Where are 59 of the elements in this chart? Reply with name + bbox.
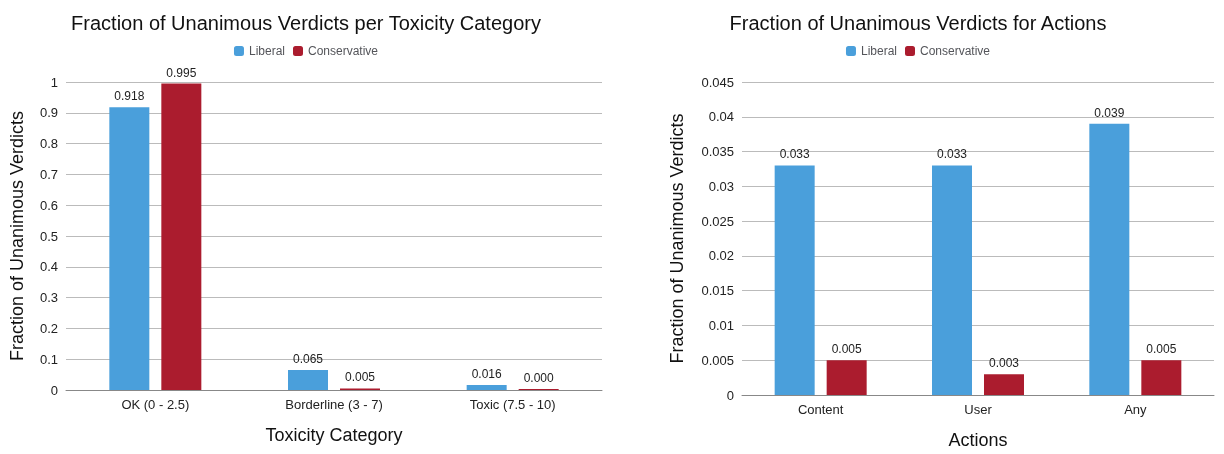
y-tick-label: 0.005 <box>701 352 734 368</box>
y-axis-title: Fraction of Unanimous Verdicts <box>667 113 687 364</box>
y-tick-label: 0.1 <box>39 351 58 367</box>
y-tick-label: 0.025 <box>701 213 734 229</box>
y-tick-label: 0.01 <box>708 317 734 333</box>
bar <box>1141 360 1182 395</box>
data-label: 0.005 <box>1146 342 1177 357</box>
y-tick-label: 0.5 <box>39 228 58 244</box>
data-label: 0.033 <box>936 147 968 162</box>
y-tick-label: 0.8 <box>39 136 58 152</box>
x-axis-title: Actions <box>948 430 1008 450</box>
y-tick-label: 0.015 <box>701 283 734 299</box>
legend-label: Liberal <box>860 44 897 58</box>
y-tick-label: 0.045 <box>701 74 734 90</box>
data-label: 0.005 <box>344 370 376 385</box>
bar <box>1089 123 1130 395</box>
bar <box>109 107 150 390</box>
y-tick-label: 0.4 <box>39 259 58 275</box>
y-tick-label: 0.6 <box>39 197 58 213</box>
y-tick-label: 0.7 <box>39 166 58 182</box>
x-tick-label: Any <box>1124 402 1148 417</box>
x-tick-label: OK (0 - 2.5) <box>121 397 190 412</box>
legend-label: Liberal <box>248 44 285 58</box>
data-label: 0.918 <box>114 89 145 104</box>
x-tick-label: Toxic (7.5 - 10) <box>469 397 556 412</box>
x-axis-title: Toxicity Category <box>265 425 403 445</box>
data-label: 0.995 <box>166 65 197 80</box>
data-label: 0.016 <box>471 367 503 382</box>
x-tick-label: Borderline (3 - 7) <box>285 397 383 412</box>
y-tick-label: 0 <box>50 382 58 398</box>
y-tick-label: 0.2 <box>39 320 58 336</box>
legend-label: Conservative <box>920 44 991 58</box>
data-label: 0.000 <box>523 371 555 385</box>
y-tick-label: 0.035 <box>701 144 734 160</box>
bar <box>774 165 815 395</box>
x-tick-label: Content <box>797 402 844 417</box>
data-label: 0.005 <box>831 342 863 357</box>
bar <box>932 165 972 395</box>
data-label: 0.065 <box>292 351 324 366</box>
y-axis-title: Fraction of Unanimous Verdicts <box>7 110 27 362</box>
y-tick-label: 0.3 <box>39 290 58 306</box>
data-label: 0.039 <box>1094 105 1125 120</box>
bar <box>984 374 1024 395</box>
bar <box>466 385 507 390</box>
y-tick-label: 0.9 <box>39 105 58 121</box>
y-tick-label: 1 <box>50 74 58 90</box>
chart-title: Fraction of Unanimous Verdicts for Actions <box>729 12 1107 34</box>
chart-title: Fraction of Unanimous Verdicts per Toxicity Category <box>71 12 541 34</box>
data-label: 0.033 <box>779 147 811 162</box>
bar <box>161 83 202 390</box>
y-tick-label: 0 <box>726 387 734 403</box>
y-tick-label: 0.03 <box>708 178 734 194</box>
bar <box>288 369 328 390</box>
y-tick-label: 0.02 <box>708 248 734 264</box>
data-label: 0.003 <box>988 356 1020 371</box>
bar <box>826 360 867 395</box>
x-tick-label: User <box>964 402 993 417</box>
y-tick-label: 0.04 <box>708 109 734 125</box>
legend-label: Conservative <box>308 44 379 58</box>
